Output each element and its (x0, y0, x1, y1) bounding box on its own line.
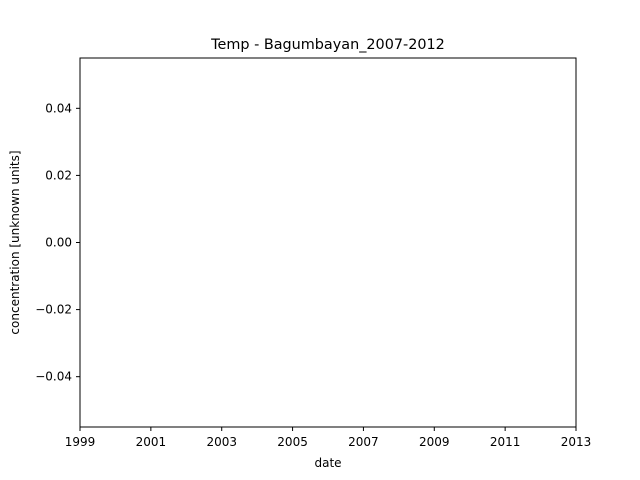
plot-area (80, 58, 576, 427)
x-axis-label: date (314, 456, 341, 470)
y-tick-label: 0.02 (45, 168, 72, 182)
y-axis-ticks: −0.04 −0.02 0.00 0.02 0.04 (35, 101, 80, 384)
y-tick-label: −0.04 (35, 370, 72, 384)
x-tick-label: 2005 (277, 435, 308, 449)
chart-title: Temp - Bagumbayan_2007-2012 (210, 37, 445, 53)
x-tick-label: 2013 (561, 435, 592, 449)
y-axis-label: concentration [unknown units] (8, 150, 22, 334)
x-tick-label: 2009 (419, 435, 450, 449)
y-tick-label: 0.00 (45, 236, 72, 250)
x-tick-label: 2011 (490, 435, 521, 449)
y-tick-label: 0.04 (45, 101, 72, 115)
x-tick-label: 2003 (206, 435, 237, 449)
x-axis-ticks: 1999 2001 2003 2005 2007 2009 2011 2013 (65, 427, 592, 449)
x-tick-label: 2007 (348, 435, 379, 449)
x-tick-label: 2001 (136, 435, 167, 449)
x-tick-label: 1999 (65, 435, 96, 449)
plot-frame (79, 57, 577, 428)
y-tick-label: −0.02 (35, 303, 72, 317)
